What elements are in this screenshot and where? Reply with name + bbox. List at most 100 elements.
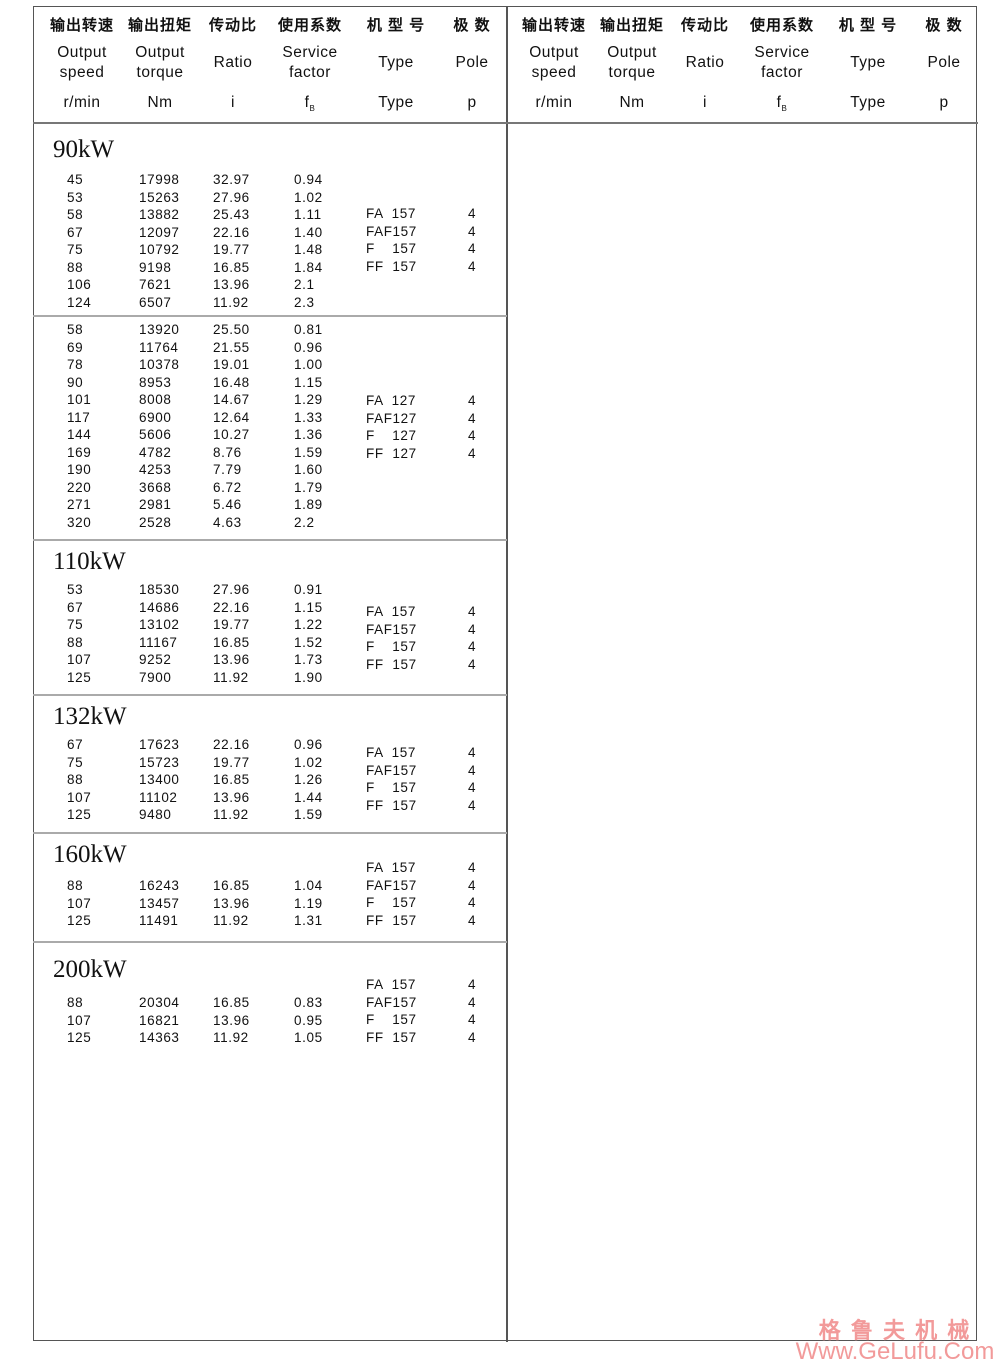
header-en-label: Pole (927, 54, 961, 71)
torque-cell: 10792 (139, 242, 180, 257)
header-en-label: Output speed (529, 44, 579, 81)
ratio-cell: 19.77 (213, 617, 250, 632)
ratio-cell: 5.46 (213, 497, 242, 512)
type-column: FA 127 FAF127 F 127 FF 127 (366, 392, 417, 462)
ratio-cell: 16.85 (213, 634, 250, 650)
type-cell: FF 157 (366, 258, 417, 274)
ratio-cell: 27.96 (213, 189, 250, 205)
speed-cell: 88 (67, 878, 84, 893)
speed-cell: 88 (67, 634, 84, 650)
torque-column: 17623 15723 13400 11102 9480 (139, 736, 180, 824)
torque-cell: 8953 (139, 374, 172, 390)
fb-cell: 1.59 (294, 444, 323, 460)
torque-cell: 14363 (139, 1030, 180, 1045)
torque-cell: 15723 (139, 754, 180, 770)
fb-cell: 2.2 (294, 514, 315, 530)
type-column: FA 157 FAF157 F 157 FF 157 (366, 744, 417, 814)
ratio-cell: 22.16 (213, 599, 250, 615)
pole-cell: 4 (468, 639, 477, 654)
speed-cell: 69 (67, 339, 84, 355)
speed-cell: 88 (67, 772, 84, 787)
speed-cell: 106 (67, 277, 92, 292)
fb-cell: 1.44 (294, 789, 323, 805)
speed-cell: 53 (67, 189, 84, 205)
torque-cell: 7621 (139, 277, 172, 292)
header-en-label: Ratio (685, 54, 725, 71)
type-cell: FF 157 (366, 797, 417, 813)
header-en-label: Pole (455, 54, 489, 71)
speed-cell: 320 (67, 514, 92, 530)
torque-cell: 6900 (139, 409, 172, 425)
torque-cell: 8008 (139, 392, 172, 407)
watermark-url: Www.GeLufu.Com (795, 1338, 995, 1365)
pole-cell: 4 (468, 994, 477, 1010)
header-cn-label: 输出扭矩 (599, 17, 664, 34)
fb-cell: 0.83 (294, 995, 323, 1010)
header-unit-label: Nm (147, 94, 173, 111)
torque-column: 13920 11764 10378 8953 8008 6900 5606 4782 4253 3… (139, 321, 180, 531)
ratio-column: 22.16 19.77 16.85 13.96 11.92 (213, 736, 250, 824)
speed-cell: 190 (67, 462, 92, 477)
speed-cell: 75 (67, 617, 84, 632)
type-cell: FF 157 (366, 912, 417, 928)
ratio-cell: 27.96 (213, 582, 250, 597)
torque-cell: 5606 (139, 427, 172, 442)
power-group-title: 200kW (53, 956, 127, 983)
speed-column: 53 67 75 88 107 125 (67, 581, 91, 686)
torque-cell: 2528 (139, 514, 172, 530)
ratio-cell: 16.85 (213, 995, 250, 1010)
speed-cell: 67 (67, 599, 84, 615)
pole-column: 4 4 4 4 (468, 205, 476, 275)
fb-column: 0.96 1.02 1.26 1.44 1.59 (294, 736, 323, 824)
fb-cell: 1.22 (294, 617, 323, 632)
pole-cell: 4 (468, 1012, 477, 1027)
type-cell: FAF157 (366, 994, 417, 1010)
torque-cell: 4253 (139, 462, 172, 477)
fb-cell: 2.1 (294, 277, 315, 292)
type-cell: FA 157 (366, 745, 416, 760)
ratio-cell: 13.96 (213, 652, 250, 667)
type-cell: FF 127 (366, 445, 417, 461)
speed-cell: 53 (67, 582, 84, 597)
power-group-title: 132kW (53, 703, 127, 730)
header-unit-label: Type (850, 94, 886, 111)
type-cell: F 157 (366, 241, 417, 256)
pole-cell: 4 (468, 223, 477, 239)
ratio-cell: 13.96 (213, 895, 250, 911)
fb-cell: 1.29 (294, 392, 323, 407)
group-divider (33, 315, 507, 317)
fb-cell: 1.60 (294, 462, 323, 477)
header-unit-label: Type (378, 94, 414, 111)
header-cn-label: 机 型 号 (366, 17, 426, 34)
fb-cell: 1.15 (294, 599, 323, 615)
fb-cell: 0.91 (294, 582, 323, 597)
fb-cell: 1.02 (294, 754, 323, 770)
speed-cell: 271 (67, 497, 92, 512)
power-group-title: 90kW (53, 136, 115, 163)
fb-column: 0.83 0.95 1.05 (294, 994, 323, 1047)
speed-cell: 101 (67, 392, 92, 407)
torque-cell: 9198 (139, 259, 172, 275)
speed-cell: 90 (67, 374, 84, 390)
fb-cell: 1.15 (294, 374, 323, 390)
type-cell: FAF157 (366, 877, 417, 893)
fb-cell: 1.59 (294, 807, 323, 822)
type-cell: FA 157 (366, 977, 416, 992)
ratio-cell: 6.72 (213, 479, 242, 495)
pole-cell: 4 (468, 977, 477, 992)
fb-cell: 1.48 (294, 242, 323, 257)
header-en-label: Service factor (282, 44, 338, 81)
speed-column: 58 69 78 90 101 117 144 169 190 220 271 320 (67, 321, 91, 531)
pole-cell: 4 (468, 428, 477, 443)
power-group-title: 110kW (53, 548, 126, 575)
ratio-cell: 19.01 (213, 357, 250, 372)
fb-cell: 0.94 (294, 172, 323, 187)
pole-column: 4 4 4 4 (468, 976, 476, 1046)
ratio-cell: 25.43 (213, 207, 250, 222)
type-cell: F 157 (366, 1012, 417, 1027)
header-unit-label: fB (776, 94, 788, 114)
fb-cell: 2.3 (294, 294, 315, 310)
pole-cell: 4 (468, 604, 477, 619)
torque-cell: 7900 (139, 669, 172, 685)
header-cn-label: 传动比 (680, 17, 729, 34)
